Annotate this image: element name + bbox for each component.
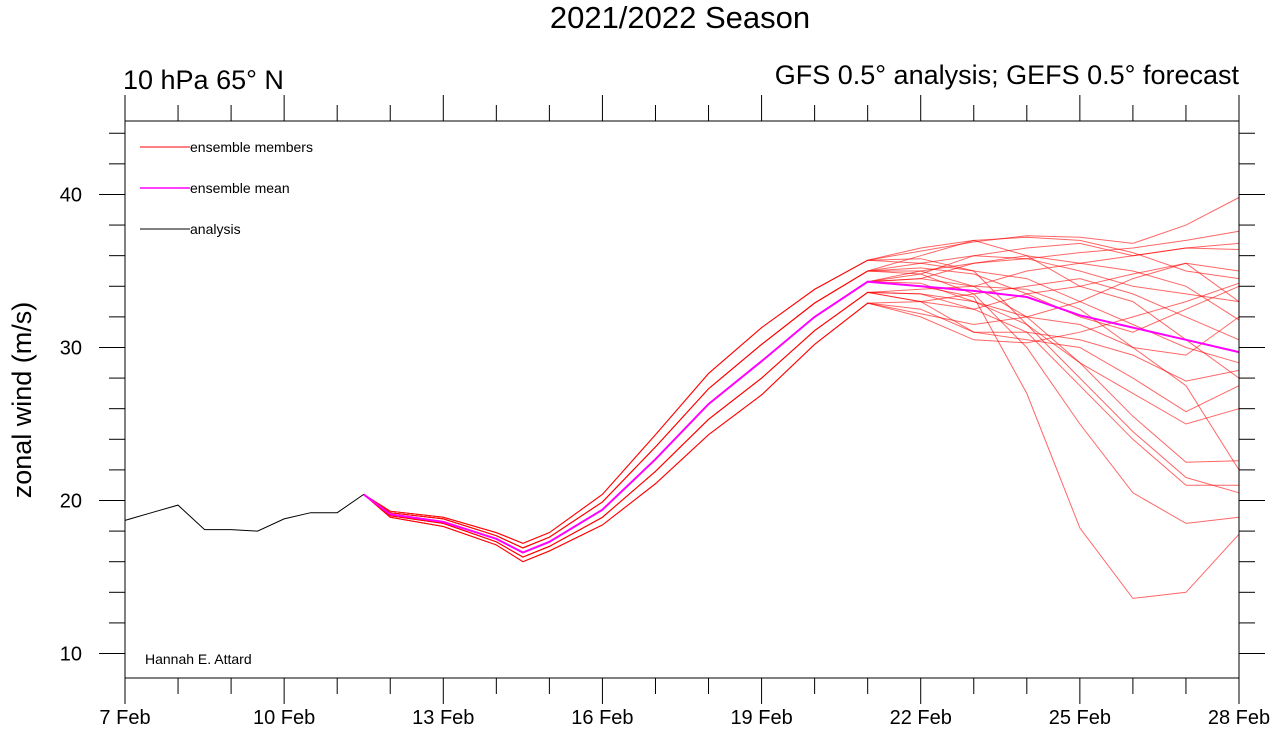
ensemble-member-line — [363, 258, 1240, 544]
ensemble-member-line — [363, 239, 1240, 544]
ensemble-member-line — [363, 270, 1240, 549]
y-tick-label: 20 — [60, 490, 82, 512]
x-tick-label: 28 Feb — [1208, 707, 1270, 729]
ensemble-member-line — [363, 262, 1240, 558]
x-tick-label: 19 Feb — [730, 707, 792, 729]
ensemble-member-line — [363, 236, 1240, 549]
ensemble-member-line — [363, 278, 1240, 554]
ensemble-member-line — [363, 291, 1240, 558]
ensemble-member-line — [363, 267, 1240, 549]
y-axis-label: zonal wind (m/s) — [7, 302, 37, 499]
ensemble-member-line — [363, 262, 1240, 563]
chart-title: 2021/2022 Season — [550, 0, 810, 35]
right-subtitle: GFS 0.5° analysis; GEFS 0.5° forecast — [775, 60, 1240, 90]
legend-label-mean: ensemble mean — [190, 180, 290, 196]
x-tick-label: 7 Feb — [99, 707, 150, 729]
ensemble-member-line — [363, 259, 1240, 544]
ensemble-member-line — [363, 270, 1240, 549]
y-tick-label: 10 — [60, 644, 82, 666]
ensemble-member-line — [363, 291, 1239, 558]
x-tick-label: 13 Feb — [412, 707, 474, 729]
legend: ensemble members ensemble mean analysis — [140, 139, 313, 237]
y-tick-label: 30 — [60, 337, 82, 359]
ensemble-member-line — [363, 278, 1240, 563]
x-tick-label: 22 Feb — [890, 707, 952, 729]
ensemble-mean-line — [363, 280, 1240, 554]
x-tick-label: 25 Feb — [1049, 707, 1111, 729]
legend-label-members: ensemble members — [190, 139, 313, 155]
analysis-line — [124, 493, 364, 532]
author-annotation: Hannah E. Attard — [145, 651, 252, 667]
plot-frame — [124, 120, 1240, 679]
ensemble-member-line — [363, 291, 1240, 558]
x-tick-label: 10 Feb — [253, 707, 315, 729]
left-subtitle: 10 hPa 65° N — [123, 65, 284, 95]
ensemble-member-line — [363, 255, 1240, 554]
legend-label-analysis: analysis — [190, 221, 241, 237]
x-tick-label: 16 Feb — [571, 707, 633, 729]
y-tick-label: 40 — [60, 184, 82, 206]
